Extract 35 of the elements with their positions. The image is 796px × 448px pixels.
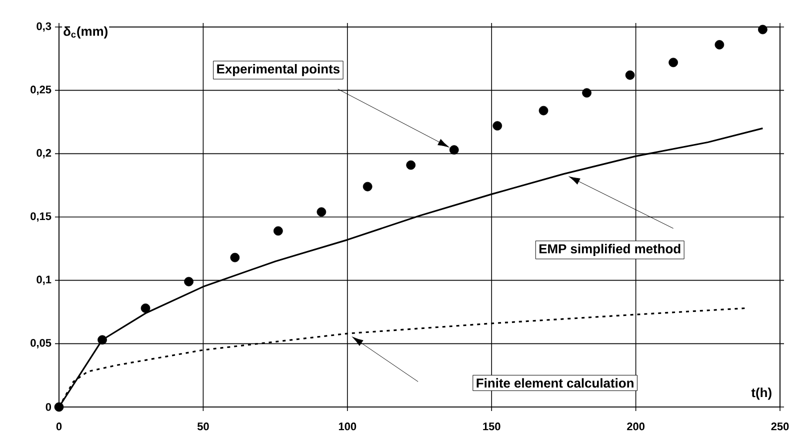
point	[362, 182, 372, 192]
y-tick-label: 0,2	[36, 149, 52, 158]
point	[492, 121, 502, 130]
point	[230, 252, 240, 262]
x-tick-label: 250	[771, 422, 789, 430]
y-tick-label: 0	[46, 403, 52, 411]
text: Finite element calculation	[476, 378, 634, 388]
x-tick-label: 0	[56, 422, 62, 430]
y-tick-label: 0,3	[36, 22, 52, 32]
y-tick-label: 0,1	[36, 276, 52, 286]
point	[582, 88, 592, 98]
y-tick-label: 0,05	[30, 339, 52, 348]
point	[625, 70, 635, 80]
y-tick-label: 0,25	[30, 86, 52, 96]
point	[316, 207, 326, 217]
y-axis-title: δ$_{c}$(mm)	[64, 26, 108, 38]
point	[406, 160, 416, 170]
point	[98, 335, 107, 345]
point	[184, 276, 194, 286]
x-axis-title: t(h)	[751, 388, 772, 400]
text: Experimental points	[217, 64, 340, 76]
y-tick-label: 0,15	[30, 212, 52, 222]
point	[140, 304, 150, 313]
text: EMP simplified method	[539, 244, 680, 256]
point	[538, 106, 548, 116]
x-tick-label: 150	[483, 422, 500, 430]
point	[714, 40, 724, 50]
point	[668, 58, 678, 68]
point	[274, 226, 283, 236]
point	[758, 24, 768, 34]
point	[54, 402, 64, 412]
x-tick-label: 50	[197, 422, 209, 430]
x-tick-label: 100	[338, 422, 356, 430]
point	[449, 145, 459, 155]
x-tick-label: 200	[627, 422, 644, 430]
